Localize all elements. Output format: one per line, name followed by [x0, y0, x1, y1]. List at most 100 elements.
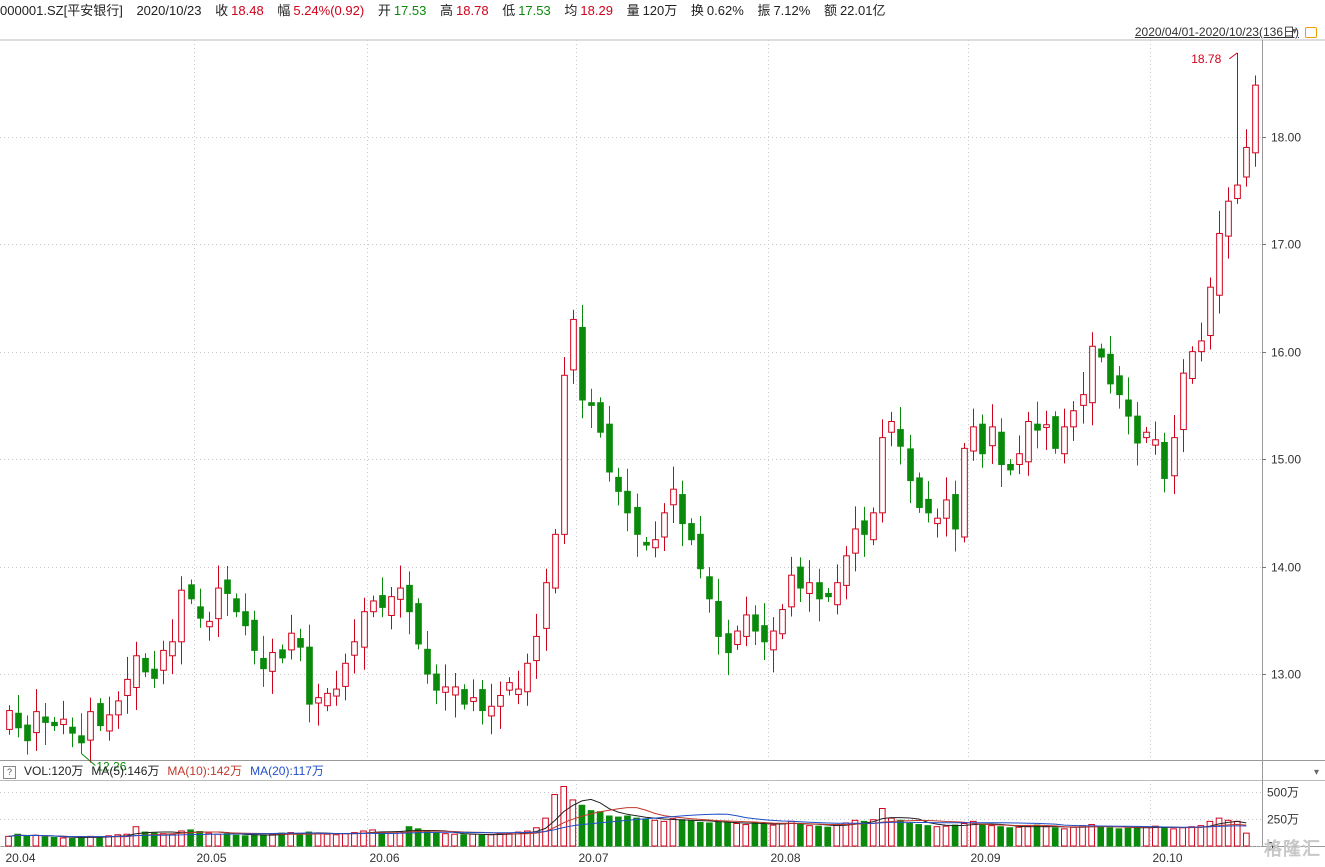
chevron-down-icon[interactable]: ▾ [1291, 26, 1297, 37]
candle [479, 679, 486, 725]
volume-bar [114, 834, 122, 847]
candle [188, 579, 195, 605]
volume-bar [951, 824, 959, 847]
close-field: 收 18.48 [215, 3, 264, 18]
volume-bar [833, 824, 841, 847]
volume-bar [569, 799, 577, 847]
candle-body [1052, 416, 1059, 449]
candle-body [1080, 394, 1087, 406]
candle-body [825, 592, 832, 598]
candle-body [242, 611, 249, 627]
volume-bar [232, 834, 240, 847]
volume-bar [651, 819, 659, 847]
candle-body [1089, 345, 1096, 404]
candle [470, 679, 477, 712]
candle-body [97, 703, 104, 727]
candle [697, 516, 704, 579]
candle [861, 506, 868, 557]
volume-tick-label: 0 [1267, 840, 1274, 854]
candle-body [679, 494, 686, 525]
volume-bar [560, 786, 568, 847]
volume-bar [1079, 825, 1086, 847]
candle-body [1043, 424, 1050, 428]
volume-bar [1243, 832, 1250, 847]
candle-body [806, 582, 813, 594]
candle [725, 619, 732, 676]
candle [816, 568, 823, 622]
candle-body [1134, 415, 1141, 444]
candle [579, 304, 586, 419]
candle [215, 565, 222, 637]
candle [734, 625, 741, 650]
candle-body [570, 318, 577, 371]
quote-date: 2020/10/23 [136, 3, 202, 18]
candle-body [479, 689, 486, 712]
volume-bar [1115, 828, 1123, 847]
candle-body [925, 498, 932, 514]
volume-bar [687, 820, 695, 847]
candle [370, 595, 377, 618]
candle-body [1007, 463, 1014, 471]
volume-bar [178, 830, 185, 847]
candle [15, 694, 22, 738]
amplitude-field: 振 7.12% [757, 3, 811, 18]
candle [97, 698, 104, 731]
volume-bar [1142, 826, 1150, 847]
candle [388, 586, 395, 630]
candle [515, 670, 522, 705]
candle [1207, 277, 1214, 350]
candle-body [715, 600, 722, 637]
volume-bar [933, 826, 941, 847]
volume-bar [341, 833, 349, 847]
volume-bar [141, 831, 149, 847]
candle [588, 388, 595, 428]
chevron-down-icon[interactable]: ▾ [1313, 767, 1319, 778]
candle-body [424, 648, 431, 675]
price-tick-label: 17.00 [1271, 238, 1301, 252]
volume-bars [5, 786, 1250, 847]
candle-body [433, 673, 440, 691]
lock-icon[interactable] [1305, 27, 1317, 38]
candle [752, 605, 759, 646]
volume-bar [742, 824, 750, 847]
help-icon[interactable]: ? [3, 766, 16, 779]
candle-body [69, 726, 76, 734]
candle [33, 689, 40, 751]
candle-body [133, 655, 140, 688]
candle [197, 588, 204, 628]
candle [51, 717, 58, 731]
avg-field: 均 18.29 [564, 3, 613, 18]
candle [634, 493, 641, 557]
candle-body [1025, 420, 1032, 463]
candle-body [1061, 426, 1068, 455]
candle [1161, 432, 1168, 493]
candle [488, 683, 495, 735]
volume-bar [1124, 827, 1132, 847]
candle [897, 406, 904, 465]
volume-bar [214, 833, 222, 847]
candle-body [989, 426, 996, 447]
candle-body [506, 682, 513, 691]
candle [533, 613, 540, 679]
candle [1180, 359, 1187, 453]
volume-bar [979, 824, 986, 847]
volume-bar [478, 834, 486, 847]
low-value: 17.53 [518, 3, 551, 18]
candle-body [87, 711, 94, 741]
candle-body [333, 688, 340, 697]
volume-bar [1197, 825, 1205, 847]
date-range-selector[interactable]: 2020/04/01-2020/10/23(136日) [1134, 25, 1299, 39]
candle-body [1225, 200, 1232, 237]
candle-body [42, 716, 49, 723]
volume-bar [878, 808, 886, 847]
low-field: 低 17.53 [502, 3, 551, 18]
grid-lines [0, 39, 1325, 847]
volume-bar [860, 820, 868, 847]
candle-body [388, 596, 395, 616]
open-field: 开 17.53 [377, 3, 427, 18]
candle [60, 700, 67, 735]
candle [1189, 346, 1196, 384]
volume-bar [1006, 827, 1014, 847]
candle-body [579, 326, 586, 401]
